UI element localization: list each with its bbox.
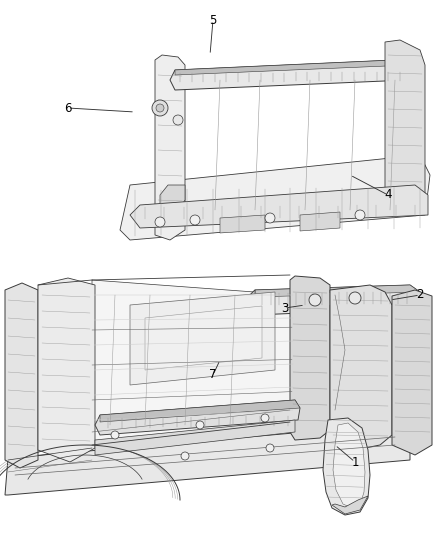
- Text: 5: 5: [209, 13, 217, 27]
- Polygon shape: [392, 290, 432, 455]
- Polygon shape: [92, 280, 295, 445]
- Circle shape: [261, 414, 269, 422]
- Circle shape: [156, 104, 164, 112]
- Text: 7: 7: [209, 368, 217, 382]
- Polygon shape: [95, 420, 295, 455]
- Polygon shape: [155, 55, 185, 240]
- Circle shape: [355, 210, 365, 220]
- Polygon shape: [332, 496, 368, 514]
- Polygon shape: [240, 285, 420, 315]
- Polygon shape: [255, 285, 420, 297]
- Polygon shape: [240, 290, 255, 318]
- Text: 2: 2: [416, 288, 424, 302]
- Circle shape: [181, 452, 189, 460]
- Polygon shape: [145, 306, 262, 370]
- Circle shape: [155, 217, 165, 227]
- Circle shape: [190, 215, 200, 225]
- Circle shape: [265, 213, 275, 223]
- Polygon shape: [120, 155, 430, 240]
- Text: 1: 1: [351, 456, 359, 469]
- Polygon shape: [300, 212, 340, 231]
- Polygon shape: [5, 425, 410, 495]
- Polygon shape: [100, 400, 300, 422]
- Polygon shape: [385, 40, 425, 215]
- Text: 4: 4: [384, 189, 392, 201]
- Polygon shape: [290, 276, 330, 440]
- Text: 6: 6: [64, 101, 72, 115]
- Polygon shape: [38, 278, 95, 462]
- Polygon shape: [130, 292, 275, 385]
- Circle shape: [196, 421, 204, 429]
- Circle shape: [173, 115, 183, 125]
- Circle shape: [111, 431, 119, 439]
- Circle shape: [266, 444, 274, 452]
- Polygon shape: [130, 185, 428, 228]
- Polygon shape: [220, 215, 265, 233]
- Circle shape: [309, 294, 321, 306]
- Polygon shape: [5, 283, 38, 468]
- Polygon shape: [175, 60, 410, 75]
- Polygon shape: [95, 400, 300, 435]
- Polygon shape: [333, 423, 365, 508]
- Polygon shape: [330, 285, 392, 450]
- Polygon shape: [160, 185, 185, 218]
- Text: 3: 3: [281, 302, 289, 314]
- Polygon shape: [323, 418, 370, 515]
- Circle shape: [349, 292, 361, 304]
- Polygon shape: [170, 60, 410, 90]
- Circle shape: [152, 100, 168, 116]
